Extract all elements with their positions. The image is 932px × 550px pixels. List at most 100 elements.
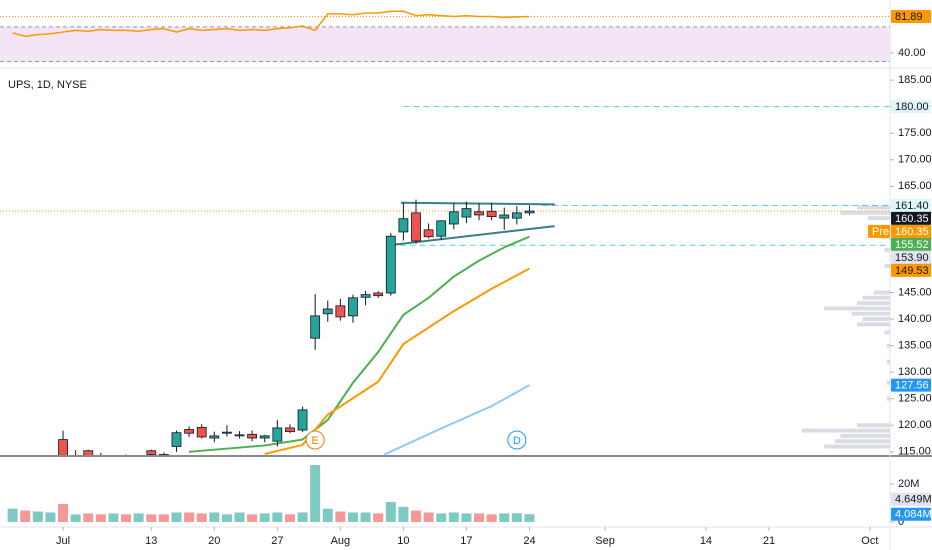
price-badge — [891, 507, 931, 521]
volume-profile-bar — [868, 216, 890, 221]
volume-bar — [360, 512, 371, 522]
volume-bar — [247, 514, 258, 522]
volume-profile-bar — [886, 380, 890, 385]
x-tick-label: 21 — [763, 535, 775, 547]
volume-profile-bar — [857, 322, 890, 327]
x-tick-label: Sep — [595, 535, 615, 547]
candle-body — [436, 220, 447, 237]
volume-bar — [70, 514, 81, 522]
y-tick-label: 125.00 — [898, 393, 932, 405]
volume-profile-bar — [862, 317, 890, 322]
price-badge — [868, 224, 890, 238]
y-tick-label: 115.00 — [898, 446, 931, 458]
y-tick-label: 0 — [898, 516, 904, 528]
candle-body — [247, 433, 258, 439]
volume-bar — [499, 513, 510, 522]
volume-bar — [474, 513, 485, 522]
y-tick-label: 175.00 — [898, 127, 932, 139]
y-tick-label: 40.00 — [898, 47, 926, 59]
volume-profile-bar — [862, 295, 890, 300]
candle-body — [373, 292, 384, 297]
price-badge-label: 127.56 — [895, 380, 929, 392]
candle-body — [423, 229, 434, 238]
price-badge-label: 4.084M — [895, 509, 932, 521]
price-badge-label: 153.90 — [895, 252, 929, 264]
price-badge-label: Pre — [872, 226, 889, 238]
candle-body — [146, 450, 157, 455]
y-tick-label: 170.00 — [898, 154, 932, 166]
volume-bar — [310, 465, 321, 522]
volume-bar — [511, 513, 522, 522]
volume-bar — [398, 506, 409, 522]
x-tick-label: 14 — [700, 535, 712, 547]
symbol-title: UPS, 1D, NYSE — [8, 79, 87, 91]
candle-body — [171, 432, 182, 447]
y-tick-label: 135.00 — [898, 340, 932, 352]
candle-body — [398, 218, 409, 233]
volume-profile-bar — [835, 439, 890, 444]
volume-profile-bar — [824, 306, 890, 311]
event-marker — [507, 430, 527, 450]
volume-bar — [423, 512, 434, 522]
candle-body — [209, 435, 220, 439]
price-badge-label: 180.00 — [895, 101, 929, 113]
price-badge-label: 149.53 — [895, 265, 929, 277]
volume-profile-bar — [857, 205, 890, 210]
volume-bar — [121, 514, 132, 522]
y-tick-label: 185.00 — [898, 74, 932, 86]
y-tick-label: 165.00 — [898, 180, 932, 192]
candle-body — [335, 305, 346, 318]
price-badge — [891, 198, 931, 212]
y-tick-label: 140.00 — [898, 313, 932, 325]
candle-body — [58, 439, 68, 455]
x-tick-label: 10 — [397, 535, 409, 547]
price-badge — [891, 211, 931, 225]
volume-bar — [83, 513, 94, 522]
trendline — [400, 201, 555, 206]
volume-bar — [411, 510, 422, 522]
x-tick-label: 27 — [271, 535, 283, 547]
x-tick-label: Aug — [331, 535, 351, 547]
volume-profile-bar — [851, 311, 890, 316]
volume-bar — [347, 512, 358, 522]
volume-profile-bar — [884, 330, 890, 335]
price-badge — [891, 100, 931, 114]
x-tick-label: Oct — [861, 535, 878, 547]
candle-body — [461, 208, 472, 218]
volume-bar — [95, 514, 106, 522]
volume-profile-bar — [857, 423, 890, 428]
candle-body — [486, 210, 497, 217]
candle-body — [348, 297, 358, 317]
volume-bar — [297, 512, 308, 522]
volume-bar — [7, 508, 18, 522]
price-badge-label: 161.40 — [895, 200, 929, 212]
event-label: E — [311, 435, 318, 447]
price-badge — [891, 10, 931, 24]
candle-body — [272, 427, 283, 442]
volume-bar — [461, 513, 472, 522]
volume-bar — [436, 513, 447, 522]
volume-bar — [108, 513, 119, 522]
rsi-band — [0, 26, 890, 62]
volume-profile-bar — [884, 248, 890, 253]
volume-bar — [335, 511, 346, 522]
price-badge-label: 160.35 — [895, 226, 929, 238]
candle-body — [524, 210, 535, 214]
volume-bar — [196, 513, 207, 522]
price-badge-label: 81.89 — [895, 11, 923, 23]
volume-bar — [322, 508, 333, 522]
candle-body — [310, 315, 321, 339]
candle-body — [411, 212, 421, 242]
candle-body — [234, 434, 245, 437]
rsi-pane — [0, 10, 890, 63]
volume-bar — [209, 512, 220, 522]
candle-body — [322, 308, 333, 315]
volume-bar — [486, 514, 497, 522]
candle-body — [259, 435, 270, 439]
price-badge — [891, 237, 931, 251]
volume-profile-bar — [857, 301, 890, 306]
candle-body — [360, 294, 371, 298]
x-tick-label: 24 — [523, 535, 535, 547]
price-badge-label: 160.35 — [895, 213, 929, 225]
